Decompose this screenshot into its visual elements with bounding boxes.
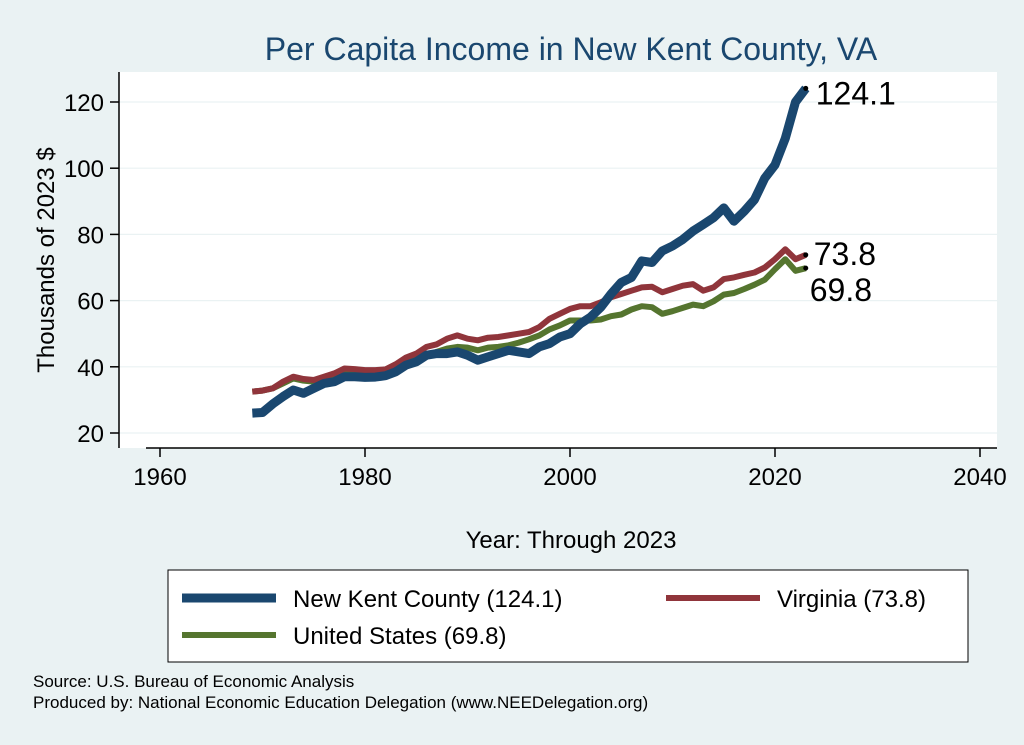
series-line xyxy=(252,85,810,418)
series-layer xyxy=(252,85,810,418)
x-tick-label: 2000 xyxy=(543,464,596,491)
chart-title: Per Capita Income in New Kent County, VA xyxy=(265,31,878,67)
end-point-marker xyxy=(803,265,809,271)
legend-label: Virginia (73.8) xyxy=(777,586,926,613)
y-tick-label: 120 xyxy=(64,90,104,117)
y-tick-label: 80 xyxy=(77,222,104,249)
end-value-label: 124.1 xyxy=(816,75,896,111)
end-point-marker xyxy=(803,85,809,91)
legend: New Kent County (124.1) Virginia (73.8) Un… xyxy=(182,586,926,650)
plot-area xyxy=(119,72,997,448)
end-labels: 124.1 73.869.8 xyxy=(803,75,896,308)
legend-box xyxy=(167,569,969,663)
legend-label: United States (69.8) xyxy=(293,623,506,650)
end-value-label: 69.8 xyxy=(810,272,872,308)
series-line xyxy=(252,246,807,395)
y-tick-label: 20 xyxy=(77,421,104,448)
producer-note: Produced by: National Economic Education… xyxy=(33,693,648,712)
end-value-label: 73.8 xyxy=(814,236,876,272)
legend-label: New Kent County (124.1) xyxy=(293,586,562,613)
source-note: Source: U.S. Bureau of Economic Analysis xyxy=(33,672,354,691)
x-axis-title: Year: Through 2023 xyxy=(466,527,677,554)
y-tick-label: 60 xyxy=(77,289,104,316)
end-point-marker xyxy=(803,252,809,258)
y-axis-title: Thousands of 2023 $ xyxy=(33,147,60,373)
x-tick-label: 1980 xyxy=(338,464,391,491)
x-tick-label: 1960 xyxy=(133,464,186,491)
y-tick-label: 40 xyxy=(77,355,104,382)
x-tick-label: 2020 xyxy=(748,464,801,491)
grid-lines xyxy=(119,101,997,434)
y-tick-label: 100 xyxy=(64,156,104,183)
x-tick-label: 2040 xyxy=(953,464,1006,491)
